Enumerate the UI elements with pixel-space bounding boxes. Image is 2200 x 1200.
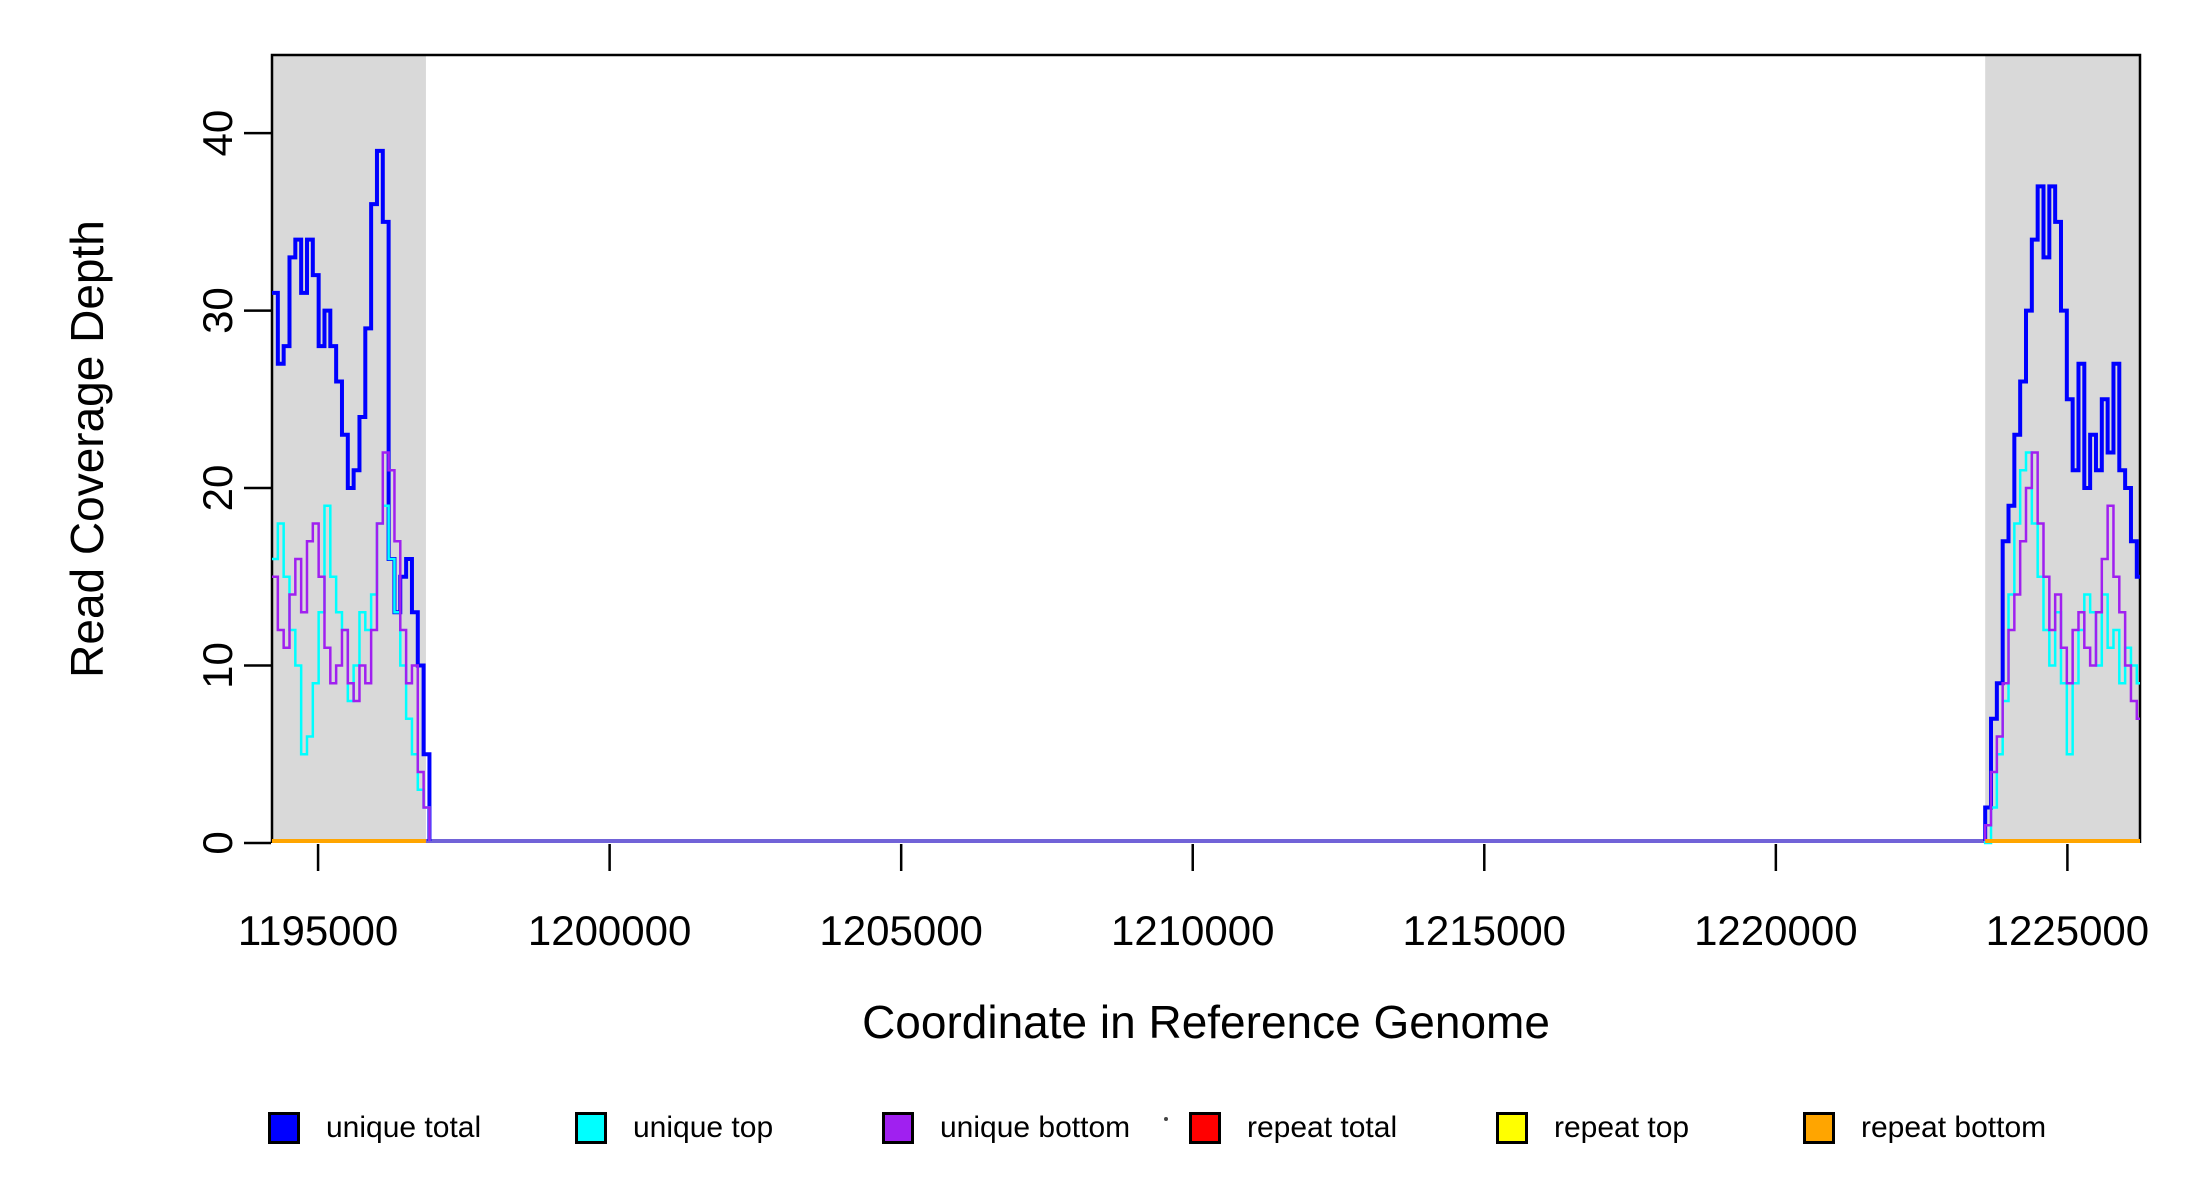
x-tick-label: 1200000 <box>528 907 692 954</box>
legend-item-unique-total: unique total <box>268 1112 575 1144</box>
unique-top-line <box>1983 451 2140 845</box>
legend-label: unique top <box>633 1111 774 1144</box>
stray-dot <box>1164 1117 1168 1121</box>
legend: unique total unique top unique bottom repea… <box>268 1112 2138 1144</box>
y-tick-label: 0 <box>194 831 241 854</box>
unique-bottom-swatch-icon <box>882 1112 914 1144</box>
repeat-region-shading <box>1985 55 2140 843</box>
unique-top-swatch-icon <box>575 1112 607 1144</box>
unique-bottom-line <box>1983 451 2140 841</box>
legend-item-repeat-bottom: repeat bottom <box>1803 1112 2046 1144</box>
unique-total-line <box>1983 184 2140 841</box>
legend-label: repeat bottom <box>1861 1111 2047 1144</box>
legend-item-repeat-total: repeat total <box>1189 1112 1496 1144</box>
coverage-plot: 1195000 1200000 1205000 1210000 1215000 12200… <box>61 53 2150 1048</box>
legend-label: repeat total <box>1247 1111 1398 1144</box>
repeat-bottom-swatch-icon <box>1803 1112 1835 1144</box>
y-axis-label: Read Coverage Depth <box>61 220 113 678</box>
y-tick-label: 20 <box>194 465 241 512</box>
unique-total-line <box>272 148 432 841</box>
legend-item-unique-top: unique top <box>575 1112 882 1144</box>
unique-bottom-line <box>272 451 431 841</box>
repeat-total-swatch-icon <box>1189 1112 1221 1144</box>
y-tick-label: 10 <box>194 642 241 689</box>
y-tick-label: 30 <box>194 287 241 334</box>
x-tick-label: 1225000 <box>1986 907 2150 954</box>
repeat-top-swatch-icon <box>1496 1112 1528 1144</box>
y-tick-label: 40 <box>194 110 241 157</box>
legend-item-unique-bottom: unique bottom <box>882 1112 1189 1144</box>
legend-label: unique bottom <box>940 1111 1131 1144</box>
x-tick-label: 1205000 <box>819 907 983 954</box>
legend-label: repeat top <box>1554 1111 1690 1144</box>
unique-total-swatch-icon <box>268 1112 300 1144</box>
x-tick-label: 1195000 <box>238 907 398 954</box>
legend-label: unique total <box>326 1111 482 1144</box>
x-tick-label: 1210000 <box>1111 907 1275 954</box>
x-tick-label: 1215000 <box>1403 907 1567 954</box>
x-tick-label: 1220000 <box>1694 907 1858 954</box>
legend-item-repeat-top: repeat top <box>1496 1112 1803 1144</box>
plot-layers: 1195000 1200000 1205000 1210000 1215000 12200… <box>194 53 2150 954</box>
x-axis-label: Coordinate in Reference Genome <box>862 996 1550 1048</box>
plot-border <box>270 53 2142 843</box>
